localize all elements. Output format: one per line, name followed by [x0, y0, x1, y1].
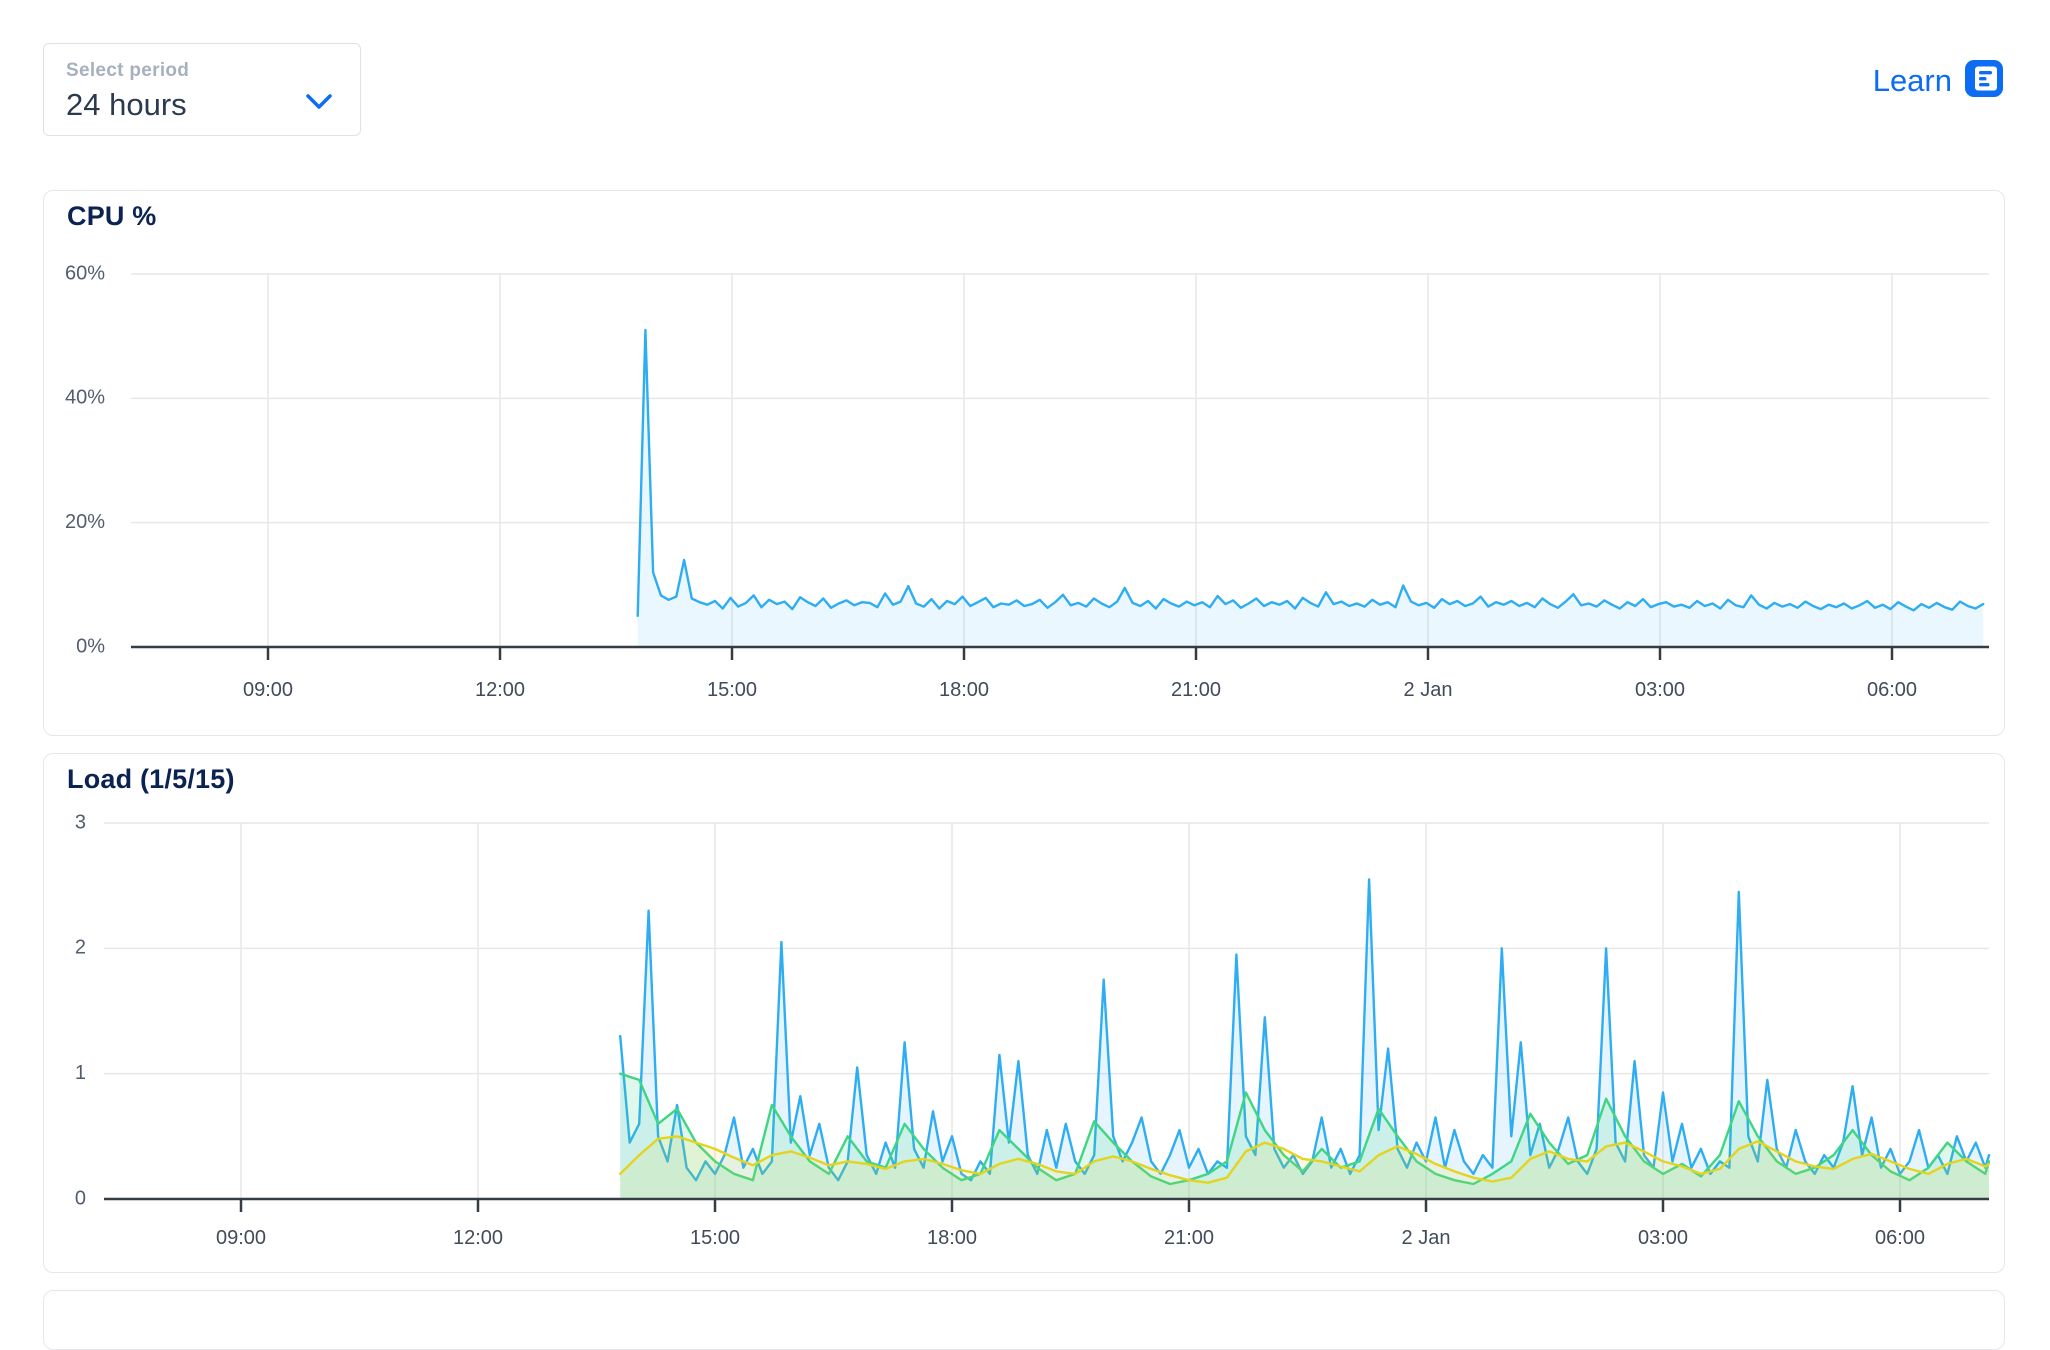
y-tick-label: 20% [65, 511, 105, 533]
y-tick-label: 40% [65, 387, 105, 409]
period-selector-value: 24 hours [66, 87, 187, 122]
x-tick-label: 03:00 [1638, 1227, 1688, 1249]
x-tick-label: 15:00 [690, 1227, 740, 1249]
load-chart: 3 2 1 0 09:00 12:00 15:00 18:00 21:00 2 Jan 03:00 0… [75, 811, 1991, 1249]
x-tick-label: 09:00 [243, 679, 293, 701]
load-1min-line [619, 878, 1991, 1182]
x-tick-label: 15:00 [707, 679, 757, 701]
x-tick-label: 03:00 [1635, 679, 1685, 701]
y-tick-label: 0% [76, 635, 105, 657]
x-tick-label: 21:00 [1171, 679, 1221, 701]
load-15min-area [620, 1136, 1990, 1199]
x-tick-label: 09:00 [216, 1227, 266, 1249]
x-tick-label: 21:00 [1164, 1227, 1214, 1249]
y-tick-label: 1 [75, 1062, 86, 1084]
y-tick-label: 2 [75, 937, 86, 959]
cpu-chart-card: CPU % 60% 40% 20% 0% 09:00 12:00 15:00 18:00 21:… [43, 190, 2005, 736]
cpu-area [637, 329, 1984, 647]
learn-link[interactable]: Learn [1873, 60, 2003, 102]
monitoring-dashboard: { "period_selector": {"label": "Select p… [43, 43, 2005, 1350]
x-tick-label: 18:00 [927, 1227, 977, 1249]
next-chart-card-partial [43, 1290, 2005, 1350]
period-selector[interactable]: Select period 24 hours [43, 43, 361, 136]
x-tick-label: 06:00 [1875, 1227, 1925, 1249]
x-tick-label: 12:00 [475, 679, 525, 701]
tutorial-doc-icon [1965, 60, 2003, 102]
y-tick-label: 0 [75, 1187, 86, 1209]
x-tick-label: 12:00 [453, 1227, 503, 1249]
x-tick-label: 2 Jan [1404, 679, 1453, 701]
cpu-chart: 60% 40% 20% 0% 09:00 12:00 15:00 18:00 21:00 2 Ja… [65, 262, 1989, 701]
period-selector-label: Select period [66, 60, 190, 81]
load-chart-card: Load (1/5/15) 3 2 1 0 09:00 12:00 15:00 18:00 21… [43, 753, 2005, 1273]
chevron-down-icon [306, 94, 332, 115]
load-chart-title: Load (1/5/15) [67, 764, 235, 794]
x-tick-label: 06:00 [1867, 679, 1917, 701]
load-5min-area [620, 1073, 1990, 1199]
y-tick-label: 60% [65, 262, 105, 284]
load-15min-line [619, 1135, 1991, 1184]
x-tick-label: 18:00 [939, 679, 989, 701]
x-tick-label: 2 Jan [1402, 1227, 1451, 1249]
y-tick-label: 3 [75, 811, 86, 833]
cpu-line [636, 328, 1985, 618]
learn-link-label: Learn [1872, 63, 1952, 98]
cpu-chart-title: CPU % [67, 201, 157, 231]
